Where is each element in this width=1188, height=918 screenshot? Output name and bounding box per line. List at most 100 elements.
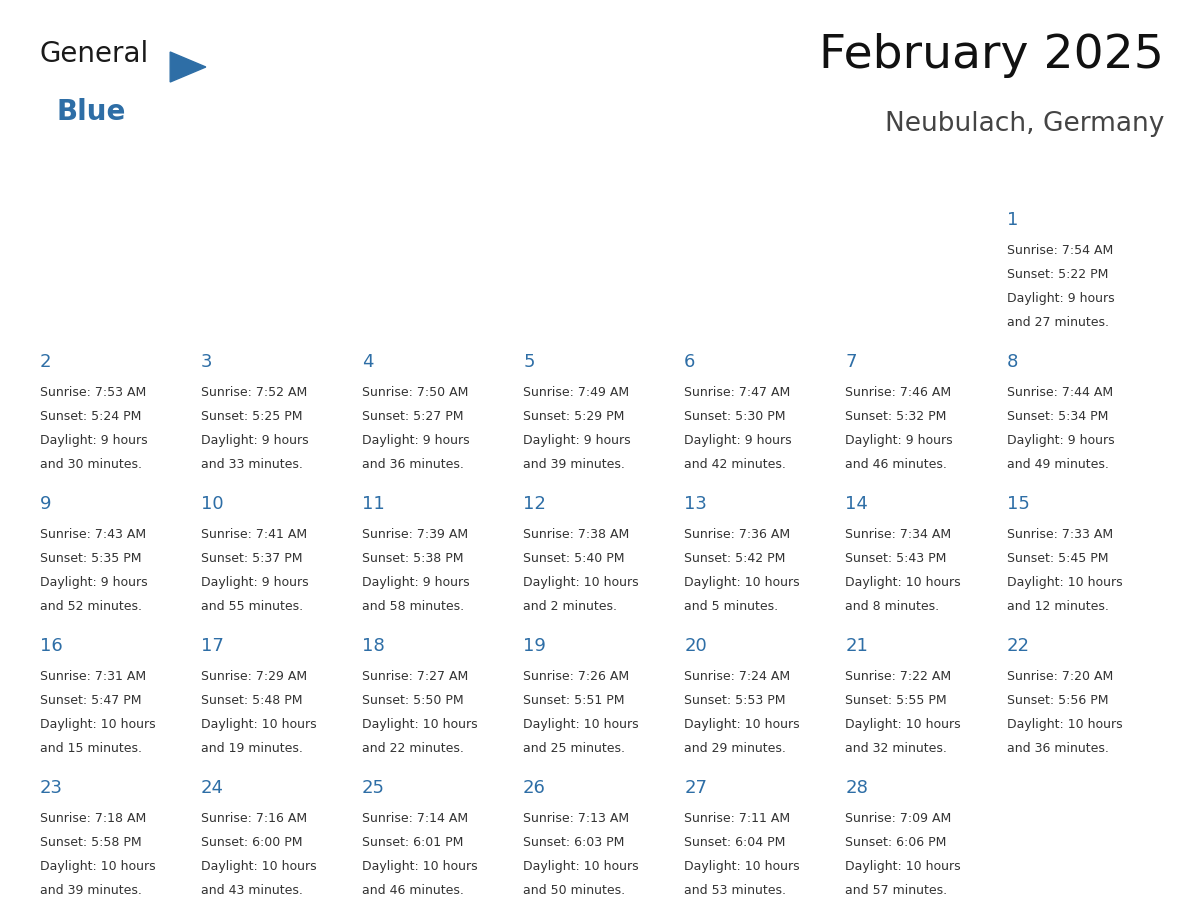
Text: and 57 minutes.: and 57 minutes. [846, 884, 948, 897]
Text: and 36 minutes.: and 36 minutes. [1006, 742, 1108, 755]
Text: 14: 14 [846, 495, 868, 513]
Text: Sunset: 6:03 PM: Sunset: 6:03 PM [523, 835, 625, 849]
Text: and 42 minutes.: and 42 minutes. [684, 458, 786, 471]
Text: Neubulach, Germany: Neubulach, Germany [885, 111, 1164, 137]
Text: and 36 minutes.: and 36 minutes. [362, 458, 463, 471]
Text: Daylight: 9 hours: Daylight: 9 hours [362, 434, 469, 447]
Text: Daylight: 9 hours: Daylight: 9 hours [39, 576, 147, 588]
Text: Daylight: 10 hours: Daylight: 10 hours [523, 718, 639, 731]
Text: Sunset: 5:29 PM: Sunset: 5:29 PM [523, 409, 625, 423]
Text: Sunset: 5:37 PM: Sunset: 5:37 PM [201, 552, 302, 565]
Text: Daylight: 10 hours: Daylight: 10 hours [684, 860, 800, 873]
Text: 27: 27 [684, 779, 707, 797]
Text: Daylight: 10 hours: Daylight: 10 hours [1006, 576, 1123, 588]
Text: Friday: Friday [847, 174, 896, 189]
Text: Sunrise: 7:09 AM: Sunrise: 7:09 AM [846, 812, 952, 824]
Text: 23: 23 [39, 779, 63, 797]
Text: Daylight: 10 hours: Daylight: 10 hours [201, 718, 316, 731]
Text: Daylight: 10 hours: Daylight: 10 hours [684, 718, 800, 731]
Text: Daylight: 10 hours: Daylight: 10 hours [846, 860, 961, 873]
Text: 11: 11 [362, 495, 385, 513]
Text: Daylight: 9 hours: Daylight: 9 hours [201, 576, 309, 588]
Text: and 5 minutes.: and 5 minutes. [684, 600, 778, 613]
Text: and 39 minutes.: and 39 minutes. [523, 458, 625, 471]
Text: Sunrise: 7:44 AM: Sunrise: 7:44 AM [1006, 386, 1113, 398]
Text: Sunrise: 7:49 AM: Sunrise: 7:49 AM [523, 386, 630, 398]
Polygon shape [170, 52, 206, 82]
Text: Daylight: 9 hours: Daylight: 9 hours [1006, 292, 1114, 305]
Text: 4: 4 [362, 353, 373, 371]
Text: Sunset: 5:27 PM: Sunset: 5:27 PM [362, 409, 463, 423]
Text: Daylight: 10 hours: Daylight: 10 hours [846, 576, 961, 588]
Text: 17: 17 [201, 637, 223, 655]
Text: February 2025: February 2025 [820, 33, 1164, 78]
Text: 5: 5 [523, 353, 535, 371]
Text: and 43 minutes.: and 43 minutes. [201, 884, 303, 897]
Text: 13: 13 [684, 495, 707, 513]
Text: Daylight: 10 hours: Daylight: 10 hours [39, 860, 156, 873]
Text: Thursday: Thursday [685, 174, 760, 189]
Text: and 12 minutes.: and 12 minutes. [1006, 600, 1108, 613]
Text: 6: 6 [684, 353, 696, 371]
Text: Sunrise: 7:27 AM: Sunrise: 7:27 AM [362, 669, 468, 683]
Text: Saturday: Saturday [1009, 174, 1081, 189]
Text: 12: 12 [523, 495, 546, 513]
Text: Sunset: 5:40 PM: Sunset: 5:40 PM [523, 552, 625, 565]
Text: Sunset: 5:43 PM: Sunset: 5:43 PM [846, 552, 947, 565]
Text: and 53 minutes.: and 53 minutes. [684, 884, 786, 897]
Text: 15: 15 [1006, 495, 1029, 513]
Text: and 8 minutes.: and 8 minutes. [846, 600, 940, 613]
Text: Daylight: 9 hours: Daylight: 9 hours [362, 576, 469, 588]
Text: and 50 minutes.: and 50 minutes. [523, 884, 625, 897]
Text: Daylight: 9 hours: Daylight: 9 hours [39, 434, 147, 447]
Text: Daylight: 10 hours: Daylight: 10 hours [1006, 718, 1123, 731]
Text: Sunrise: 7:43 AM: Sunrise: 7:43 AM [39, 528, 146, 541]
Text: Sunrise: 7:29 AM: Sunrise: 7:29 AM [201, 669, 307, 683]
Text: Sunrise: 7:53 AM: Sunrise: 7:53 AM [39, 386, 146, 398]
Text: Sunrise: 7:18 AM: Sunrise: 7:18 AM [39, 812, 146, 824]
Text: Blue: Blue [56, 98, 126, 126]
Text: Sunrise: 7:52 AM: Sunrise: 7:52 AM [201, 386, 307, 398]
Text: 25: 25 [362, 779, 385, 797]
Text: Monday: Monday [202, 174, 266, 189]
Text: Daylight: 10 hours: Daylight: 10 hours [39, 718, 156, 731]
Text: 9: 9 [39, 495, 51, 513]
Text: Sunset: 5:56 PM: Sunset: 5:56 PM [1006, 694, 1108, 707]
Text: Tuesday: Tuesday [364, 174, 429, 189]
Text: Sunset: 5:30 PM: Sunset: 5:30 PM [684, 409, 785, 423]
Text: and 32 minutes.: and 32 minutes. [846, 742, 947, 755]
Text: Sunrise: 7:46 AM: Sunrise: 7:46 AM [846, 386, 952, 398]
Text: Daylight: 10 hours: Daylight: 10 hours [201, 860, 316, 873]
Text: Daylight: 10 hours: Daylight: 10 hours [362, 718, 478, 731]
Text: 20: 20 [684, 637, 707, 655]
Text: 28: 28 [846, 779, 868, 797]
Text: Sunset: 5:47 PM: Sunset: 5:47 PM [39, 694, 141, 707]
Text: Sunrise: 7:20 AM: Sunrise: 7:20 AM [1006, 669, 1113, 683]
Text: and 30 minutes.: and 30 minutes. [39, 458, 141, 471]
Text: Sunset: 5:24 PM: Sunset: 5:24 PM [39, 409, 141, 423]
Text: and 55 minutes.: and 55 minutes. [201, 600, 303, 613]
Text: General: General [39, 40, 148, 68]
Text: Sunrise: 7:39 AM: Sunrise: 7:39 AM [362, 528, 468, 541]
Text: Daylight: 10 hours: Daylight: 10 hours [846, 718, 961, 731]
Text: 16: 16 [39, 637, 63, 655]
Text: Sunday: Sunday [42, 174, 101, 189]
Text: Sunrise: 7:34 AM: Sunrise: 7:34 AM [846, 528, 952, 541]
Text: Sunset: 5:53 PM: Sunset: 5:53 PM [684, 694, 785, 707]
Text: and 2 minutes.: and 2 minutes. [523, 600, 617, 613]
Text: 2: 2 [39, 353, 51, 371]
Text: and 33 minutes.: and 33 minutes. [201, 458, 303, 471]
Text: and 27 minutes.: and 27 minutes. [1006, 316, 1108, 329]
Text: 22: 22 [1006, 637, 1030, 655]
Text: Sunset: 5:42 PM: Sunset: 5:42 PM [684, 552, 785, 565]
Text: Daylight: 9 hours: Daylight: 9 hours [684, 434, 792, 447]
Text: Daylight: 9 hours: Daylight: 9 hours [201, 434, 309, 447]
Text: Sunrise: 7:38 AM: Sunrise: 7:38 AM [523, 528, 630, 541]
Text: and 19 minutes.: and 19 minutes. [201, 742, 303, 755]
Text: Sunrise: 7:31 AM: Sunrise: 7:31 AM [39, 669, 146, 683]
Text: 10: 10 [201, 495, 223, 513]
Text: Sunrise: 7:41 AM: Sunrise: 7:41 AM [201, 528, 307, 541]
Text: Sunrise: 7:47 AM: Sunrise: 7:47 AM [684, 386, 790, 398]
Text: 19: 19 [523, 637, 546, 655]
Text: 21: 21 [846, 637, 868, 655]
